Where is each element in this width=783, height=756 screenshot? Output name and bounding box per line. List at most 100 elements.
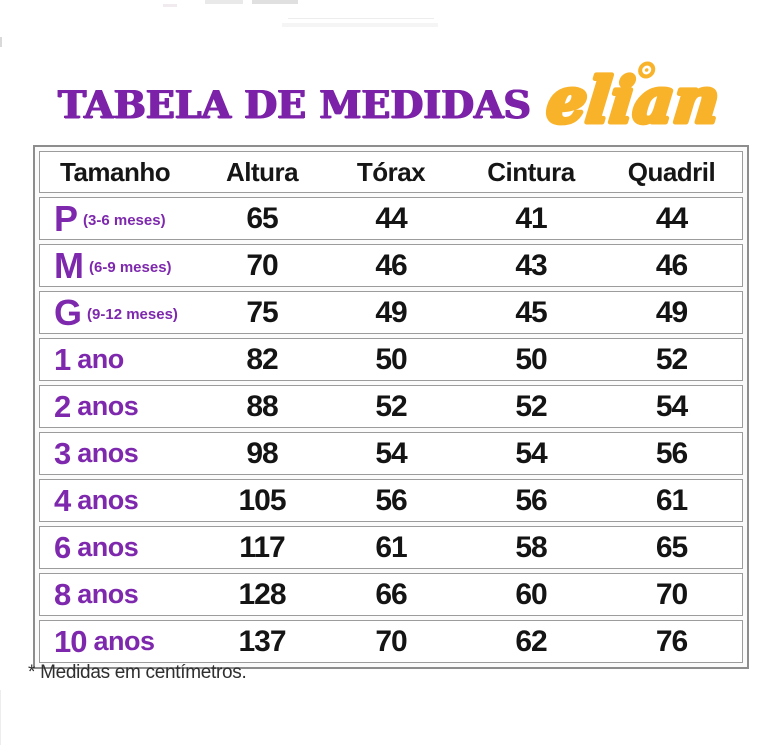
svg-text:elian: elian — [544, 64, 723, 137]
altura-value: 128 — [238, 577, 286, 611]
size-code: 8 — [54, 577, 71, 612]
torax-value: 54 — [375, 436, 407, 470]
altura-value: 65 — [246, 201, 278, 235]
size-age-unit: anos — [77, 438, 139, 468]
altura-value: 105 — [238, 483, 286, 517]
size-age-unit: anos — [93, 626, 155, 656]
size-code: 3 — [54, 436, 71, 471]
quadril-value: 52 — [655, 342, 688, 376]
artifact-top-text-fragment — [205, 0, 243, 4]
cintura-value: 60 — [515, 577, 547, 611]
column-header-tamanho: Tamanho — [60, 156, 171, 187]
table-row-1ano: 1 ano 82 50 50 52 — [39, 338, 743, 381]
torax-value: 66 — [375, 577, 407, 611]
size-age-range: (6-9 meses) — [89, 259, 172, 276]
cintura-value: 45 — [515, 295, 547, 329]
cintura-value: 56 — [515, 483, 547, 517]
cintura-value: 50 — [515, 342, 547, 376]
altura-value: 137 — [238, 624, 286, 658]
table-row-m: M (6-9 meses) 70 46 43 46 — [39, 244, 743, 287]
quadril-value: 76 — [655, 624, 688, 658]
artifact-top-text-fragment — [163, 4, 177, 7]
brand-logo: elian — [543, 48, 748, 143]
torax-value: 44 — [375, 201, 407, 235]
table-row-8anos: 8 anos 128 66 60 70 — [39, 573, 743, 616]
artifact-left-edge-line — [0, 690, 1, 745]
artifact-left-edge-mark — [0, 37, 2, 47]
size-label: 3 anos — [40, 438, 203, 469]
table-row-g: G (9-12 meses) 75 49 45 49 — [39, 291, 743, 334]
quadril-value: 61 — [655, 483, 688, 517]
size-chart-table: Tamanho Altura Tórax Cintura Quadril P (… — [33, 145, 749, 669]
size-age-unit: ano — [77, 344, 124, 374]
page-title: TABELA DE MEDIDAS — [58, 82, 531, 127]
size-label: M (6-9 meses) — [40, 244, 203, 286]
altura-value: 82 — [246, 342, 278, 376]
size-label: 8 anos — [40, 579, 203, 610]
altura-value: 70 — [246, 248, 278, 282]
size-age-unit: anos — [77, 391, 139, 421]
quadril-value: 56 — [655, 436, 688, 470]
size-label: 10 anos — [40, 626, 203, 657]
cintura-value: 54 — [515, 436, 547, 470]
column-header-torax: Tórax — [356, 156, 426, 187]
cintura-value: 58 — [515, 530, 547, 564]
torax-value: 46 — [375, 248, 407, 282]
size-label: 6 anos — [40, 532, 203, 563]
altura-value: 117 — [239, 530, 285, 564]
quadril-value: 70 — [655, 577, 688, 611]
cintura-value: 62 — [515, 624, 547, 658]
size-code: 4 — [54, 483, 71, 518]
torax-value: 56 — [375, 483, 407, 517]
torax-value: 50 — [375, 342, 407, 376]
size-age-range: (9-12 meses) — [87, 306, 178, 323]
quadril-value: 46 — [655, 248, 688, 282]
artifact-faint-divider — [288, 18, 434, 19]
elian-logo-icon: elian — [543, 61, 726, 139]
table-row-3anos: 3 anos 98 54 54 56 — [39, 432, 743, 475]
quadril-value: 54 — [655, 389, 688, 423]
table-row-p: P (3-6 meses) 65 44 41 44 — [39, 197, 743, 240]
quadril-value: 65 — [655, 530, 688, 564]
size-code: 10 — [54, 624, 87, 659]
altura-value: 75 — [246, 295, 278, 329]
units-footnote: * Medidas em centímetros. — [28, 662, 247, 683]
altura-value: 98 — [246, 436, 278, 470]
size-label: P (3-6 meses) — [40, 197, 203, 239]
column-header-quadril: Quadril — [627, 156, 716, 187]
torax-value: 61 — [375, 530, 407, 564]
table-row-6anos: 6 anos 117 61 58 65 — [39, 526, 743, 569]
size-code: 2 — [54, 389, 71, 424]
cintura-value: 52 — [515, 389, 547, 423]
size-age-unit: anos — [77, 579, 139, 609]
size-code: 6 — [54, 530, 71, 565]
size-age-range: (3-6 meses) — [83, 212, 166, 229]
size-age-unit: anos — [77, 485, 139, 515]
torax-value: 70 — [375, 624, 407, 658]
artifact-top-text-fragment — [252, 0, 298, 4]
quadril-value: 49 — [655, 295, 688, 329]
column-header-altura: Altura — [225, 156, 299, 187]
size-label: G (9-12 meses) — [40, 291, 203, 333]
table-row-10anos: 10 anos 137 70 62 76 — [39, 620, 743, 663]
cintura-value: 43 — [515, 248, 547, 282]
artifact-faint-text — [282, 23, 438, 27]
torax-value: 52 — [375, 389, 407, 423]
size-label: 2 anos — [40, 391, 203, 422]
size-label: 4 anos — [40, 485, 203, 516]
size-code: M — [54, 244, 84, 286]
size-age-unit: anos — [77, 532, 139, 562]
altura-value: 88 — [246, 389, 278, 423]
size-label: 1 ano — [40, 344, 203, 375]
table-row-4anos: 4 anos 105 56 56 61 — [39, 479, 743, 522]
page-header: TABELA DE MEDIDAS elian — [58, 50, 750, 145]
quadril-value: 44 — [655, 201, 688, 235]
cintura-value: 41 — [515, 201, 547, 235]
size-code: P — [54, 197, 79, 239]
column-header-cintura: Cintura — [487, 156, 575, 187]
table-header-row: Tamanho Altura Tórax Cintura Quadril — [39, 151, 743, 193]
size-code: 1 — [54, 342, 71, 377]
size-code: G — [54, 291, 83, 333]
torax-value: 49 — [375, 295, 407, 329]
table-row-2anos: 2 anos 88 52 52 54 — [39, 385, 743, 428]
